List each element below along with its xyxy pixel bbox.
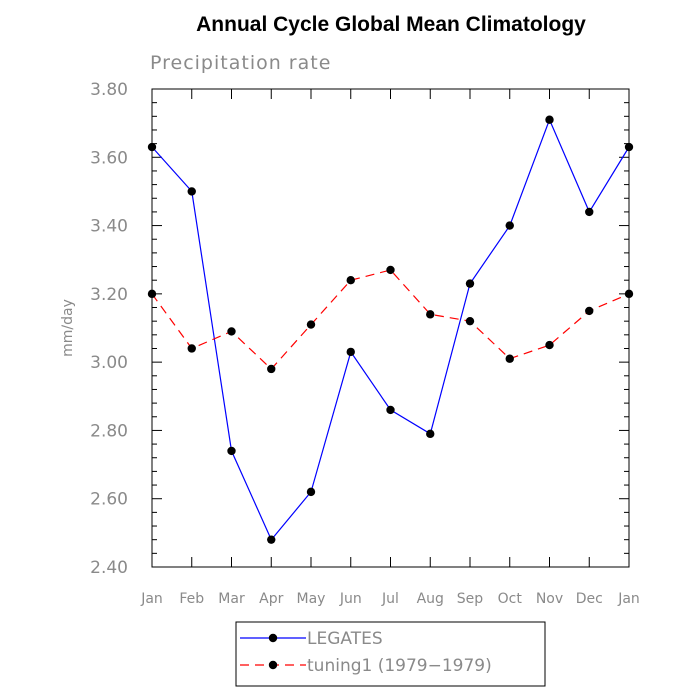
data-point-tuning1 [386, 265, 395, 275]
series-layer [147, 115, 634, 544]
data-point-tuning1 [426, 310, 435, 319]
x-tick-label: Sep [457, 591, 484, 607]
y-tick-label: 2.40 [90, 558, 128, 578]
data-point-tuning1 [267, 364, 276, 374]
x-tick-label: Jul [381, 591, 399, 607]
chart-title: Annual Cycle Global Mean Climatology [196, 13, 586, 36]
data-point-legates [386, 405, 395, 415]
series-line-legates [151, 118, 630, 541]
data-point-tuning1 [346, 276, 355, 285]
data-point-tuning1 [187, 344, 196, 353]
x-tick-label: Oct [498, 591, 523, 607]
legend-marker [268, 660, 278, 670]
data-point-tuning1 [227, 327, 236, 336]
data-point-legates [346, 347, 355, 357]
series-line-tuning1 [151, 269, 630, 370]
data-point-legates [227, 446, 236, 456]
x-tick-label: Dec [576, 591, 603, 607]
x-tick-label: Jan [140, 591, 163, 607]
y-tick-label: 2.80 [90, 421, 128, 441]
data-point-tuning1 [306, 320, 316, 329]
x-tick-label: Aug [417, 591, 444, 607]
data-point-legates [545, 115, 554, 124]
legend-marker [268, 633, 278, 643]
axis-ticks [151, 88, 630, 568]
data-point-tuning1 [147, 289, 157, 299]
x-tick-label: Apr [259, 591, 283, 607]
y-tick-labels: 2.40 2.60 2.80 3.00 3.20 3.40 3.60 3.80 [90, 80, 128, 578]
y-tick-label: 3.00 [90, 353, 128, 373]
data-point-legates [267, 535, 276, 544]
legend: LEGATES tuning1 (1979−1979) [235, 621, 546, 687]
data-point-tuning1 [585, 306, 594, 316]
data-point-legates [585, 207, 594, 217]
data-point-legates [505, 221, 514, 230]
legend-label: tuning1 (1979−1979) [307, 656, 492, 676]
data-point-legates [187, 187, 196, 196]
y-tick-label: 2.60 [90, 490, 128, 510]
x-tick-label: Jan [617, 591, 640, 607]
data-point-tuning1 [624, 289, 634, 299]
data-point-legates [147, 142, 157, 152]
y-tick-label: 3.20 [90, 285, 128, 305]
data-point-tuning1 [545, 340, 554, 350]
plot-frame [151, 88, 630, 568]
x-tick-label: Mar [218, 591, 245, 607]
y-tick-label: 3.40 [90, 217, 128, 237]
x-tick-label: Feb [179, 591, 204, 607]
x-tick-label: May [297, 591, 326, 607]
data-point-tuning1 [465, 316, 475, 326]
y-tick-label: 3.80 [90, 80, 128, 100]
legend-label: LEGATES [307, 629, 383, 649]
data-point-legates [624, 142, 634, 152]
x-tick-label: Jun [339, 591, 362, 607]
data-point-legates [306, 487, 316, 497]
data-point-legates [426, 429, 435, 439]
x-tick-label: Nov [536, 591, 563, 607]
y-axis-label: mm/day [60, 299, 76, 357]
data-point-legates [465, 279, 475, 288]
data-point-tuning1 [505, 354, 514, 363]
legend-items: LEGATES tuning1 (1979−1979) [240, 629, 492, 676]
y-tick-label: 3.60 [90, 148, 128, 168]
chart-subtitle: Precipitation rate [150, 52, 331, 74]
x-tick-labels: Jan Feb Mar Apr May Jun Jul Aug Sep Oct Nov Dec Jan [140, 591, 640, 607]
legend-box [235, 621, 546, 687]
